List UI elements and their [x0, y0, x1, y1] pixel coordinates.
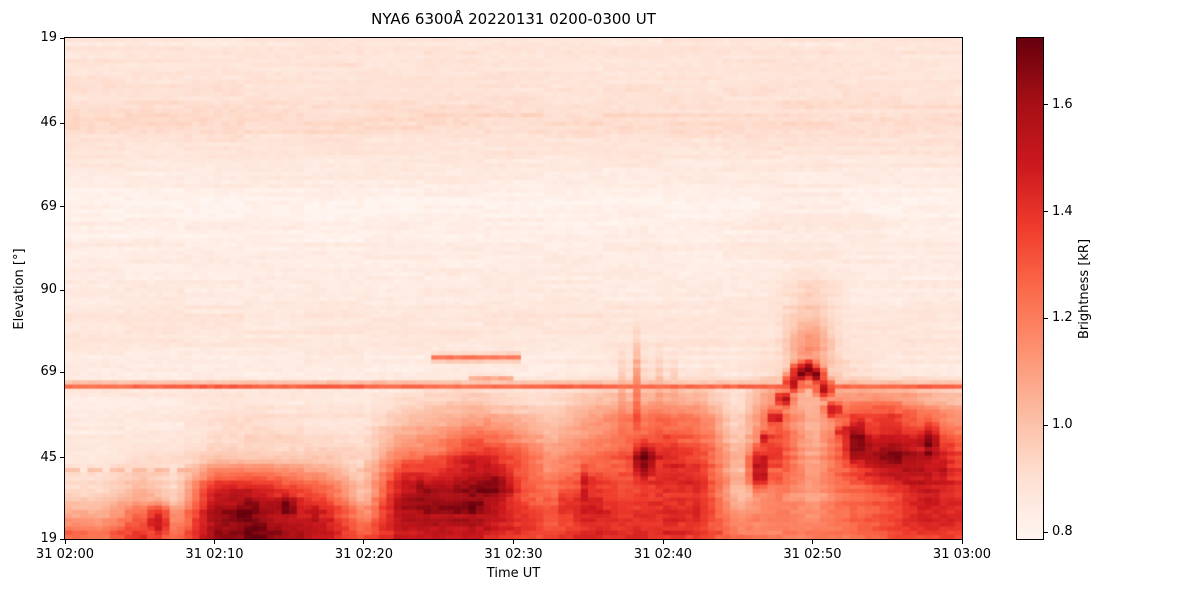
x-tick-mark [64, 540, 66, 544]
y-tick-label: 90 [40, 282, 57, 297]
colorbar-tick-mark [1044, 211, 1048, 213]
y-tick-mark [60, 538, 64, 540]
colorbar-tick-label: 1.6 [1052, 96, 1073, 112]
x-tick-label: 31 02:00 [35, 547, 95, 562]
x-tick-mark [961, 540, 963, 544]
x-tick-mark [513, 540, 514, 544]
x-tick-mark [662, 540, 664, 544]
x-tick-label: 31 03:00 [932, 547, 992, 562]
y-axis-label: Elevation [°] [12, 248, 27, 330]
heatmap-canvas [65, 38, 962, 539]
colorbar-tick-mark [1044, 317, 1048, 319]
colorbar-tick-label: 1.2 [1052, 310, 1073, 326]
y-tick-label: 46 [40, 115, 57, 131]
y-tick-label: 19 [40, 30, 57, 45]
y-tick-label: 69 [40, 364, 57, 380]
plot-title: NYA6 6300Å 20220131 0200-0300 UT [371, 10, 656, 28]
colorbar-canvas [1017, 38, 1043, 539]
colorbar-tick-label: 0.8 [1052, 524, 1073, 540]
colorbar-tick-label: 1.0 [1052, 417, 1073, 433]
x-tick-label: 31 02:10 [185, 547, 244, 562]
colorbar-tick-mark [1044, 531, 1048, 533]
y-tick-mark [60, 289, 64, 291]
x-tick-label: 31 02:30 [484, 547, 543, 562]
x-tick-mark [363, 540, 365, 544]
colorbar-tick-mark [1044, 104, 1048, 106]
colorbar-tick-mark [1044, 424, 1048, 426]
y-tick-label: 69 [40, 198, 57, 214]
y-tick-mark [60, 206, 64, 208]
y-tick-label: 19 [40, 531, 57, 546]
y-tick-mark [60, 457, 64, 459]
y-tick-mark [60, 122, 64, 124]
colorbar-label: Brightness [kR] [1077, 238, 1092, 340]
y-tick-label: 45 [40, 449, 57, 465]
x-tick-label: 31 02:50 [783, 547, 842, 562]
colorbar-tick-label: 1.4 [1052, 203, 1073, 219]
x-tick-mark [214, 540, 215, 544]
x-tick-mark [811, 540, 813, 544]
x-axis-label: Time UT [486, 566, 541, 581]
x-tick-label: 31 02:40 [633, 547, 693, 562]
y-tick-mark [60, 371, 64, 373]
x-tick-label: 31 02:20 [334, 547, 394, 562]
y-tick-mark [60, 37, 64, 39]
